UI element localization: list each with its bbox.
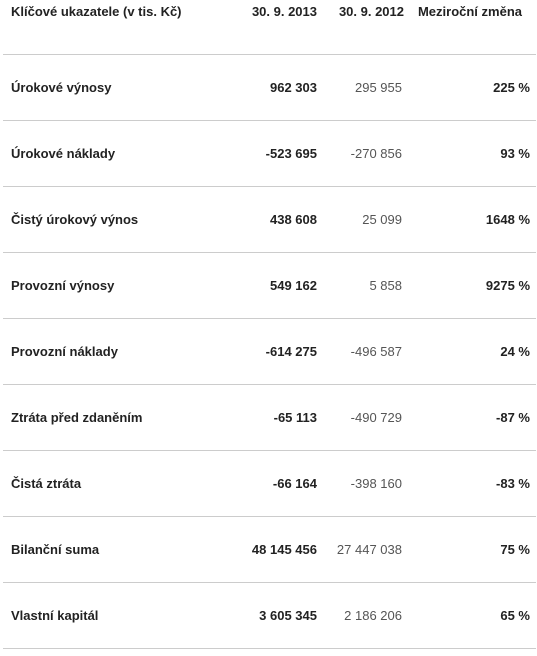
yoy-change: 24 % — [408, 318, 536, 385]
table-row: Úrokové náklady -523 695 -270 856 93 % — [3, 120, 536, 187]
row-label: Úrokové náklady — [3, 120, 235, 187]
table-row: Úrokové výnosy 962 303 295 955 225 % — [3, 54, 536, 121]
value-2012: 295 955 — [322, 54, 408, 121]
value-2012: 2 186 206 — [322, 582, 408, 649]
value-2012: -270 856 — [322, 120, 408, 187]
row-label: Čistý úrokový výnos — [3, 186, 235, 253]
row-label: Bilanční suma — [3, 516, 235, 583]
row-label: Úrokové výnosy — [3, 54, 235, 121]
key-indicators-table: Klíčové ukazatele (v tis. Kč) 30. 9. 201… — [3, 0, 536, 649]
value-2013: -614 275 — [235, 318, 322, 385]
header-yoy-change: Meziroční změna — [417, 4, 522, 19]
header-2013: 30. 9. 2013 — [251, 4, 317, 19]
value-2013: 438 608 — [235, 186, 322, 253]
value-2013: -65 113 — [235, 384, 322, 451]
table-row: Provozní náklady -614 275 -496 587 24 % — [3, 318, 536, 385]
row-label: Čistá ztráta — [3, 450, 235, 517]
yoy-change: -83 % — [408, 450, 536, 517]
value-2013: 962 303 — [235, 54, 322, 121]
value-2013: -66 164 — [235, 450, 322, 517]
value-2012: -496 587 — [322, 318, 408, 385]
value-2012: 25 099 — [322, 186, 408, 253]
table-row: Ztráta před zdaněním -65 113 -490 729 -8… — [3, 384, 536, 451]
yoy-change: -87 % — [408, 384, 536, 451]
table-row: Bilanční suma 48 145 456 27 447 038 75 % — [3, 516, 536, 583]
table-header-row: Klíčové ukazatele (v tis. Kč) 30. 9. 201… — [3, 0, 536, 32]
yoy-change: 65 % — [408, 582, 536, 649]
header-indicator: Klíčové ukazatele (v tis. Kč) — [11, 4, 182, 19]
row-label: Provozní náklady — [3, 318, 235, 385]
yoy-change: 93 % — [408, 120, 536, 187]
row-label: Provozní výnosy — [3, 252, 235, 319]
row-label: Ztráta před zdaněním — [3, 384, 235, 451]
yoy-change: 75 % — [408, 516, 536, 583]
header-2012: 30. 9. 2012 — [338, 4, 404, 19]
table-row: Vlastní kapitál 3 605 345 2 186 206 65 % — [3, 582, 536, 649]
yoy-change: 1648 % — [408, 186, 536, 253]
yoy-change: 225 % — [408, 54, 536, 121]
value-2013: 48 145 456 — [235, 516, 322, 583]
value-2012: -398 160 — [322, 450, 408, 517]
value-2012: -490 729 — [322, 384, 408, 451]
table-row: Provozní výnosy 549 162 5 858 9275 % — [3, 252, 536, 319]
yoy-change: 9275 % — [408, 252, 536, 319]
value-2013: -523 695 — [235, 120, 322, 187]
value-2012: 27 447 038 — [322, 516, 408, 583]
table-row: Čistá ztráta -66 164 -398 160 -83 % — [3, 450, 536, 517]
value-2013: 3 605 345 — [235, 582, 322, 649]
table-row: Čistý úrokový výnos 438 608 25 099 1648 … — [3, 186, 536, 253]
header-spacer — [3, 32, 536, 55]
row-label: Vlastní kapitál — [3, 582, 235, 649]
value-2013: 549 162 — [235, 252, 322, 319]
value-2012: 5 858 — [322, 252, 408, 319]
